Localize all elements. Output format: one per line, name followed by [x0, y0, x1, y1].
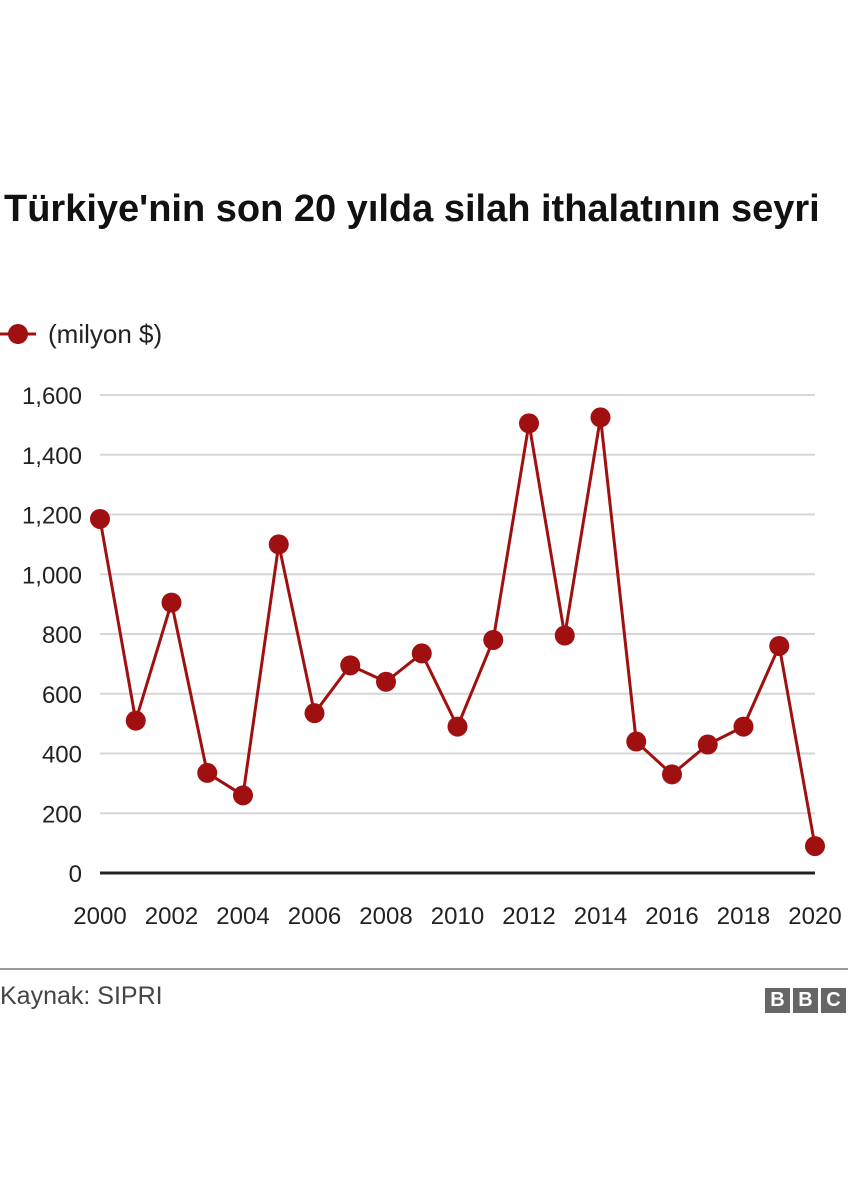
data-point	[519, 413, 539, 434]
y-tick-label: 1,400	[22, 443, 82, 470]
y-tick-label: 800	[42, 622, 82, 649]
logo-letter: B	[793, 988, 818, 1013]
data-point	[662, 764, 682, 785]
data-point	[411, 643, 432, 664]
y-tick-label: 1,600	[22, 383, 82, 410]
legend-marker	[0, 324, 36, 344]
x-tick-label: 2002	[145, 903, 198, 930]
logo-letter: C	[821, 988, 846, 1013]
data-point	[90, 508, 110, 529]
data-point	[304, 703, 325, 724]
x-tick-label: 2010	[431, 903, 484, 930]
y-tick-label: 1,000	[22, 562, 82, 589]
x-tick-label: 2016	[645, 903, 698, 930]
x-tick-label: 2000	[73, 903, 126, 930]
data-point	[626, 731, 647, 752]
chart-title: Türkiye'nin son 20 yılda silah ithalatın…	[4, 188, 820, 230]
x-tick-label: 2018	[717, 903, 770, 930]
grid-lines	[100, 394, 815, 815]
y-tick-label: 200	[42, 801, 82, 828]
y-axis-tick-labels: 0 200 400 600 800 1,000 1,200 1,400 1,600	[22, 383, 82, 888]
x-tick-label: 2012	[502, 903, 555, 930]
data-point	[268, 534, 289, 555]
data-points	[90, 407, 825, 857]
x-tick-label: 2020	[788, 903, 841, 930]
logo-letter: B	[765, 988, 790, 1013]
source-label: Kaynak: SIPRI	[0, 982, 163, 1010]
y-tick-label: 600	[42, 682, 82, 709]
data-point	[125, 710, 146, 731]
y-tick-label: 400	[42, 742, 82, 769]
data-point	[805, 836, 825, 857]
data-point	[697, 734, 718, 755]
legend-label: (milyon $)	[48, 318, 163, 349]
legend: (milyon $)	[0, 316, 162, 352]
data-point	[161, 592, 182, 613]
x-tick-label: 2006	[288, 903, 341, 930]
data-point	[483, 629, 504, 650]
x-tick-label: 2008	[359, 903, 412, 930]
bbc-logo: B B C	[765, 988, 846, 1013]
data-point	[590, 407, 611, 428]
y-tick-label: 0	[69, 861, 82, 888]
data-point	[733, 716, 754, 737]
footer-divider	[0, 968, 848, 970]
x-tick-label: 2014	[574, 903, 627, 930]
data-point	[554, 625, 575, 646]
data-point	[447, 716, 468, 737]
x-tick-label: 2004	[216, 903, 269, 930]
x-axis-tick-labels: 2000 2002 2004 2006 2008 2010 2012 2014 2016 2018…	[73, 903, 841, 930]
data-point	[233, 785, 253, 806]
data-point	[769, 635, 790, 656]
data-point	[376, 671, 396, 692]
data-point	[340, 655, 361, 676]
y-tick-label: 1,200	[22, 503, 82, 530]
data-point	[197, 762, 218, 783]
